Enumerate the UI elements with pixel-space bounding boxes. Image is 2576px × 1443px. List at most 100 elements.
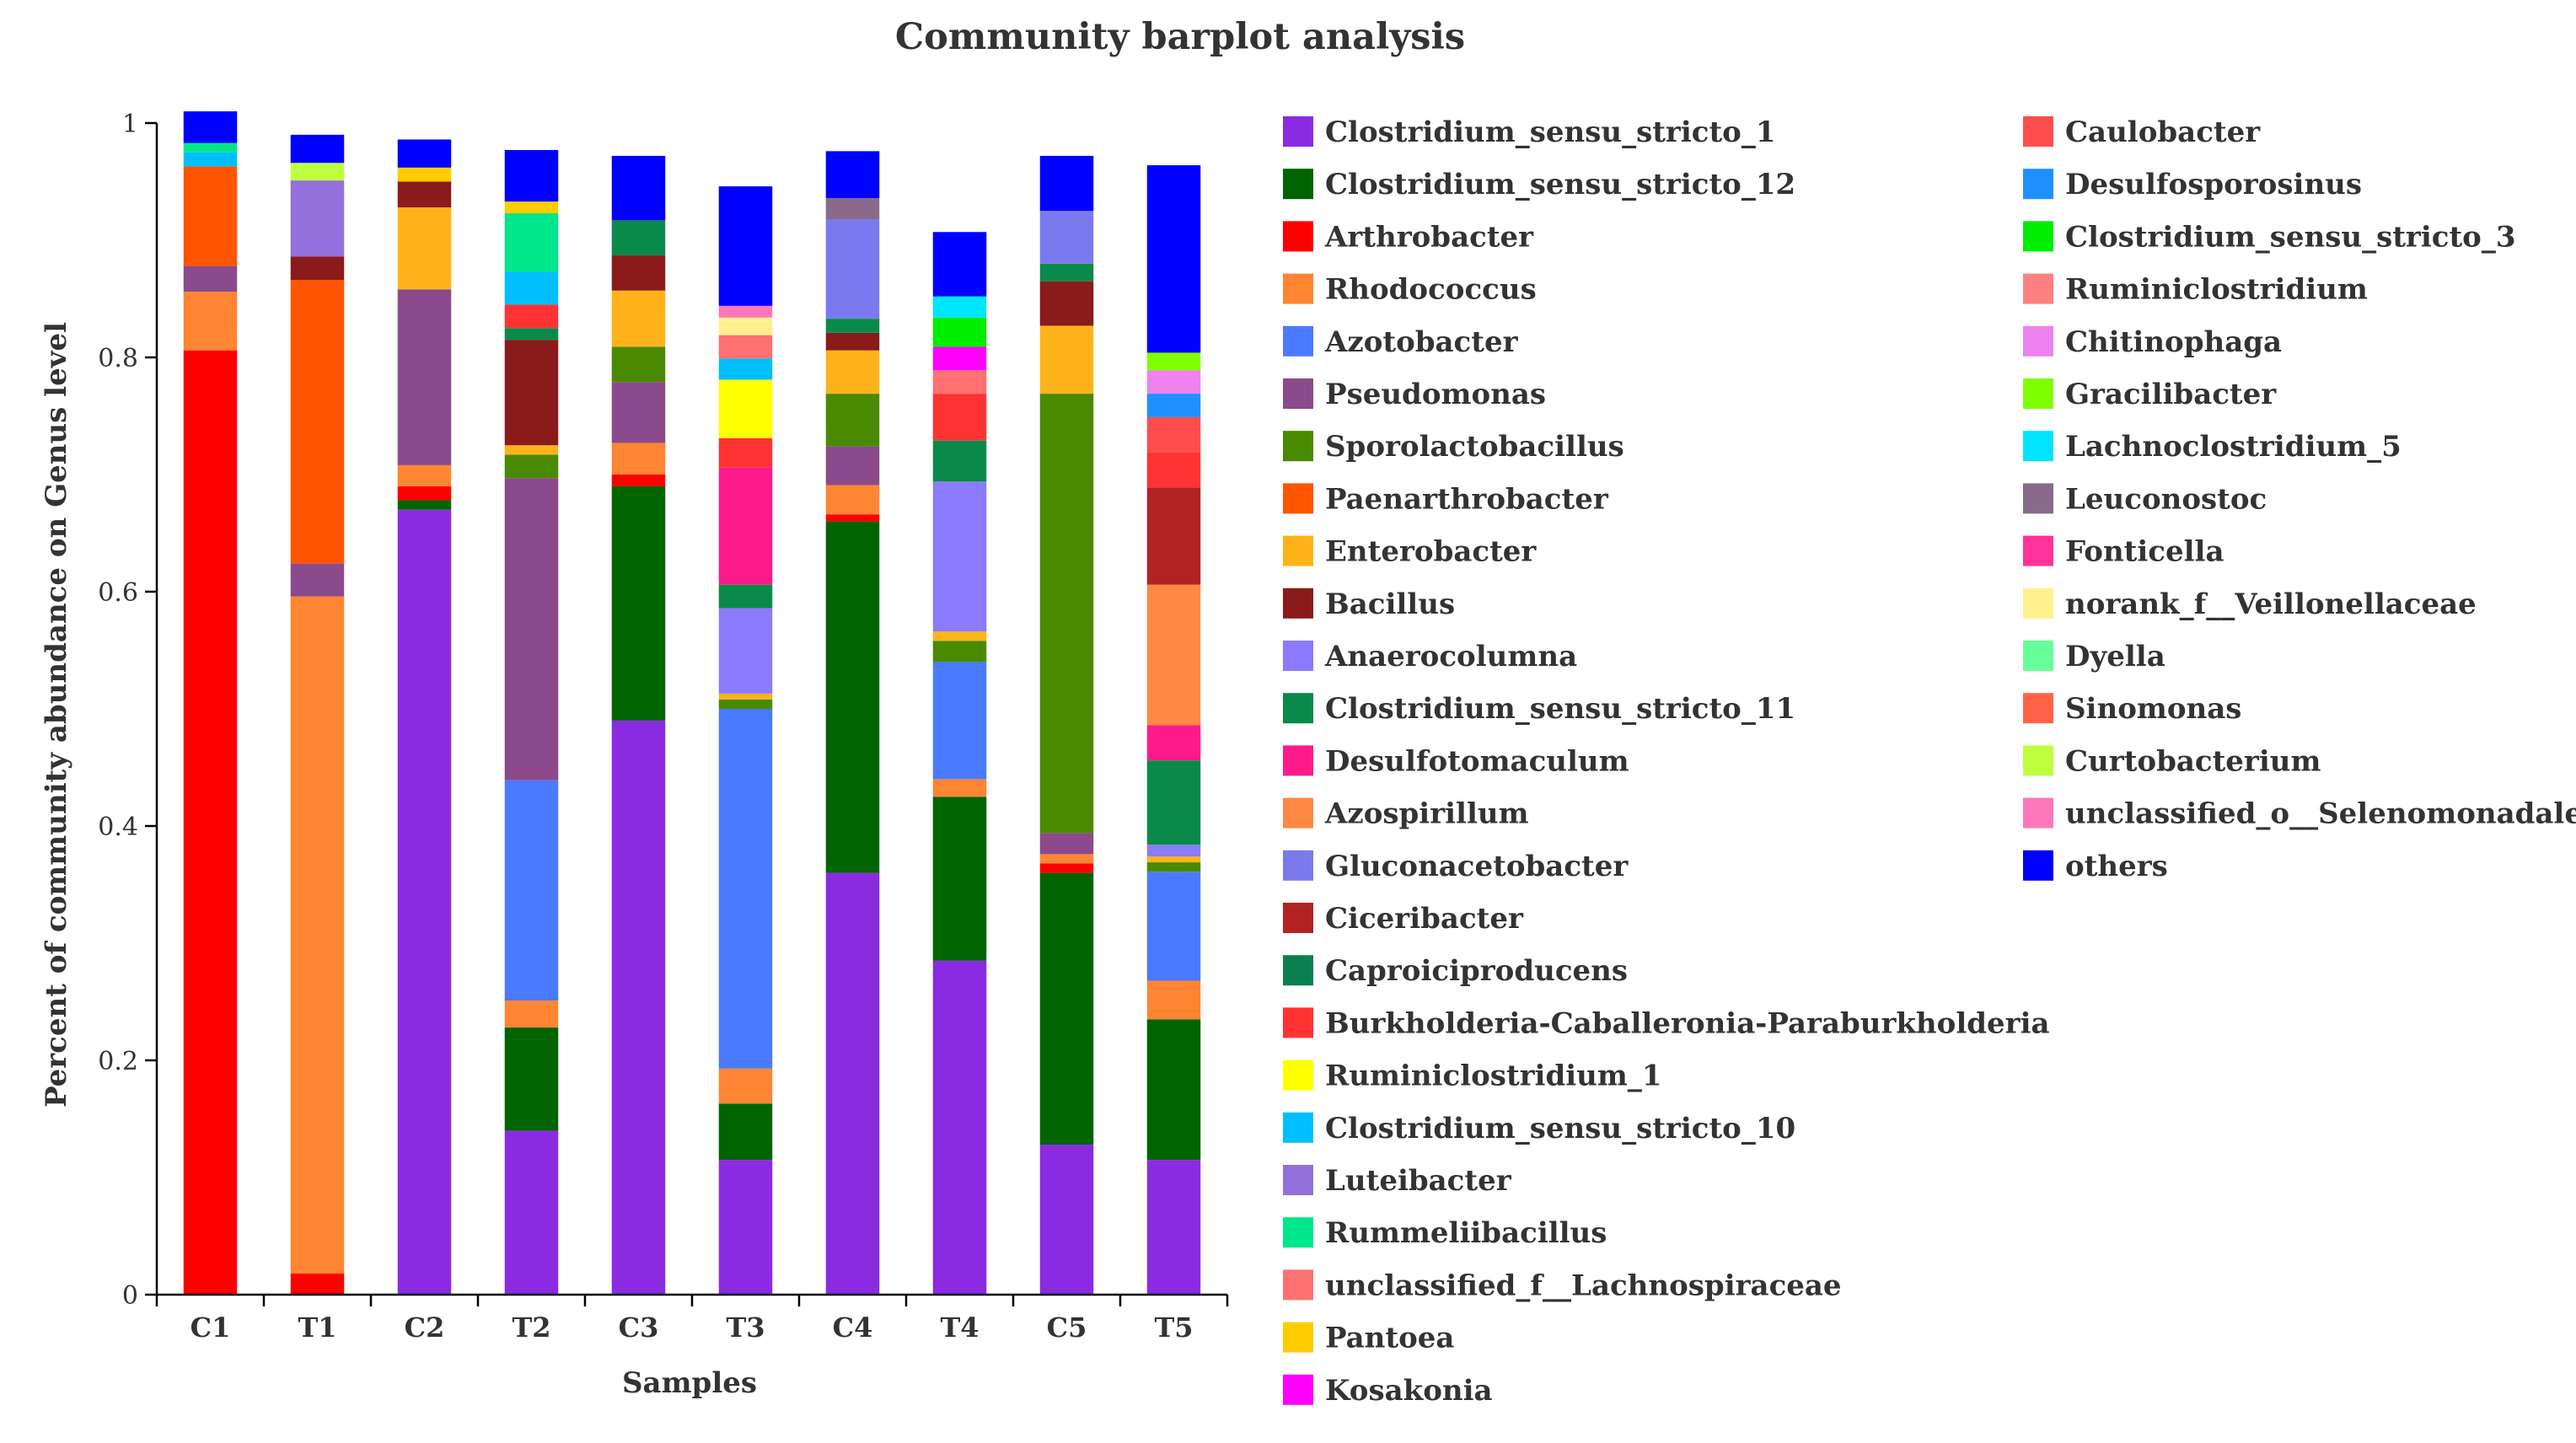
bar-segment[interactable] (290, 256, 345, 281)
bar-segment[interactable] (290, 1273, 345, 1295)
bar-segment[interactable] (290, 180, 345, 257)
bar-segment[interactable] (183, 142, 238, 153)
bar-segment[interactable] (611, 475, 666, 486)
bar-segment[interactable] (1146, 1160, 1201, 1295)
bar-segment[interactable] (718, 379, 773, 438)
bar-segment[interactable] (397, 464, 452, 486)
legend-item[interactable]: Clostridium_sensu_stricto_12 (1283, 168, 1795, 201)
bar-segment[interactable] (718, 305, 773, 318)
bar-segment[interactable] (1146, 872, 1201, 981)
bar-segment[interactable] (1039, 1145, 1094, 1295)
bar-segment[interactable] (825, 350, 880, 394)
bar-segment[interactable] (1039, 325, 1094, 394)
bar-segment[interactable] (1039, 281, 1094, 326)
bar-segment[interactable] (932, 346, 987, 371)
bar-segment[interactable] (1146, 862, 1201, 872)
bar-segment[interactable] (290, 280, 345, 564)
bar-segment[interactable] (1146, 584, 1201, 726)
legend-item[interactable]: Ciceribacter (1283, 902, 1524, 936)
bar-segment[interactable] (932, 317, 987, 347)
bar-segment[interactable] (718, 1068, 773, 1104)
legend-item[interactable]: unclassified_f__Lachnospiraceae (1283, 1269, 1842, 1302)
legend-item[interactable]: Azotobacter (1283, 325, 1519, 359)
bar-segment[interactable] (611, 485, 666, 721)
legend-item[interactable]: Enterobacter (1283, 535, 1537, 569)
legend-item[interactable]: Clostridium_sensu_stricto_11 (1283, 692, 1795, 726)
legend-item[interactable]: Clostridium_sensu_stricto_1 (1283, 115, 1776, 149)
bar-segment[interactable] (718, 1160, 773, 1295)
bar-segment[interactable] (718, 699, 773, 709)
bar-segment[interactable] (611, 382, 666, 443)
bar-segment[interactable] (825, 319, 880, 333)
bar-segment[interactable] (290, 563, 345, 597)
legend-item[interactable]: Caulobacter (2023, 115, 2261, 149)
bar-segment[interactable] (504, 328, 559, 341)
legend-item[interactable]: Clostridium_sensu_stricto_10 (1283, 1112, 1795, 1145)
bar-segment[interactable] (1146, 165, 1201, 353)
bar-segment[interactable] (1039, 394, 1094, 834)
bar-segment[interactable] (825, 394, 880, 447)
bar-segment[interactable] (718, 335, 773, 359)
bar-segment[interactable] (504, 478, 559, 781)
bar-segment[interactable] (1039, 863, 1094, 873)
bar-segment[interactable] (1146, 980, 1201, 1020)
bar-segment[interactable] (825, 872, 880, 1295)
bar-segment[interactable] (1039, 155, 1094, 212)
bar-segment[interactable] (504, 445, 559, 455)
bar-segment[interactable] (932, 641, 987, 662)
bar-segment[interactable] (397, 509, 452, 1295)
legend-item[interactable]: Kosakonia (1283, 1374, 1493, 1408)
legend-item[interactable]: Ruminiclostridium_1 (1283, 1059, 1662, 1093)
legend-item[interactable]: Desulfotomaculum (1283, 744, 1629, 778)
bar-segment[interactable] (718, 608, 773, 694)
bar-segment[interactable] (932, 779, 987, 797)
bar-segment[interactable] (397, 485, 452, 501)
bar-segment[interactable] (1039, 263, 1094, 282)
legend-item[interactable]: Burkholderia-Caballeronia-Paraburkholder… (1283, 1006, 2050, 1040)
bar-segment[interactable] (932, 662, 987, 780)
bar-segment[interactable] (183, 350, 238, 1295)
bar-segment[interactable] (504, 201, 559, 214)
bar-segment[interactable] (718, 467, 773, 585)
bar-segment[interactable] (1146, 1019, 1201, 1161)
bar-segment[interactable] (825, 521, 880, 873)
bar-segment[interactable] (718, 709, 773, 1069)
legend-item[interactable]: Ruminiclostridium (2023, 273, 2368, 307)
legend-item[interactable]: Anaerocolumna (1283, 640, 1577, 673)
bar-segment[interactable] (932, 797, 987, 961)
bar-segment[interactable] (397, 500, 452, 510)
legend-item[interactable]: Gracilibacter (2023, 378, 2277, 411)
legend-item[interactable]: Caproiciproducens (1283, 954, 1628, 988)
bar-segment[interactable] (504, 1000, 559, 1028)
bar-segment[interactable] (825, 218, 880, 319)
bar-segment[interactable] (932, 232, 987, 297)
bar-segment[interactable] (825, 446, 880, 485)
bar-segment[interactable] (1146, 725, 1201, 761)
bar-segment[interactable] (611, 720, 666, 1295)
bar-segment[interactable] (1146, 416, 1201, 453)
legend-item[interactable]: Rummeliibacillus (1283, 1216, 1607, 1250)
bar-segment[interactable] (825, 514, 880, 522)
bar-segment[interactable] (932, 481, 987, 632)
bar-segment[interactable] (825, 151, 880, 198)
legend-item[interactable]: Clostridium_sensu_stricto_3 (2023, 220, 2516, 254)
bar-segment[interactable] (183, 166, 238, 266)
bar-segment[interactable] (397, 181, 452, 208)
bar-segment[interactable] (932, 631, 987, 641)
legend-item[interactable]: Paenarthrobacter (1283, 482, 1609, 516)
bar-segment[interactable] (611, 220, 666, 256)
bar-segment[interactable] (611, 290, 666, 347)
bar-segment[interactable] (290, 134, 345, 164)
legend-item[interactable]: Chitinophaga (2023, 325, 2282, 359)
bar-segment[interactable] (825, 332, 880, 351)
bar-segment[interactable] (718, 186, 773, 306)
bar-segment[interactable] (932, 370, 987, 394)
bar-segment[interactable] (718, 437, 773, 468)
bar-segment[interactable] (397, 167, 452, 182)
bar-segment[interactable] (397, 207, 452, 290)
bar-segment[interactable] (932, 296, 987, 318)
bar-segment[interactable] (825, 197, 880, 219)
bar-segment[interactable] (183, 266, 238, 292)
legend-item[interactable]: Bacillus (1283, 587, 1455, 621)
bar-segment[interactable] (290, 163, 345, 181)
